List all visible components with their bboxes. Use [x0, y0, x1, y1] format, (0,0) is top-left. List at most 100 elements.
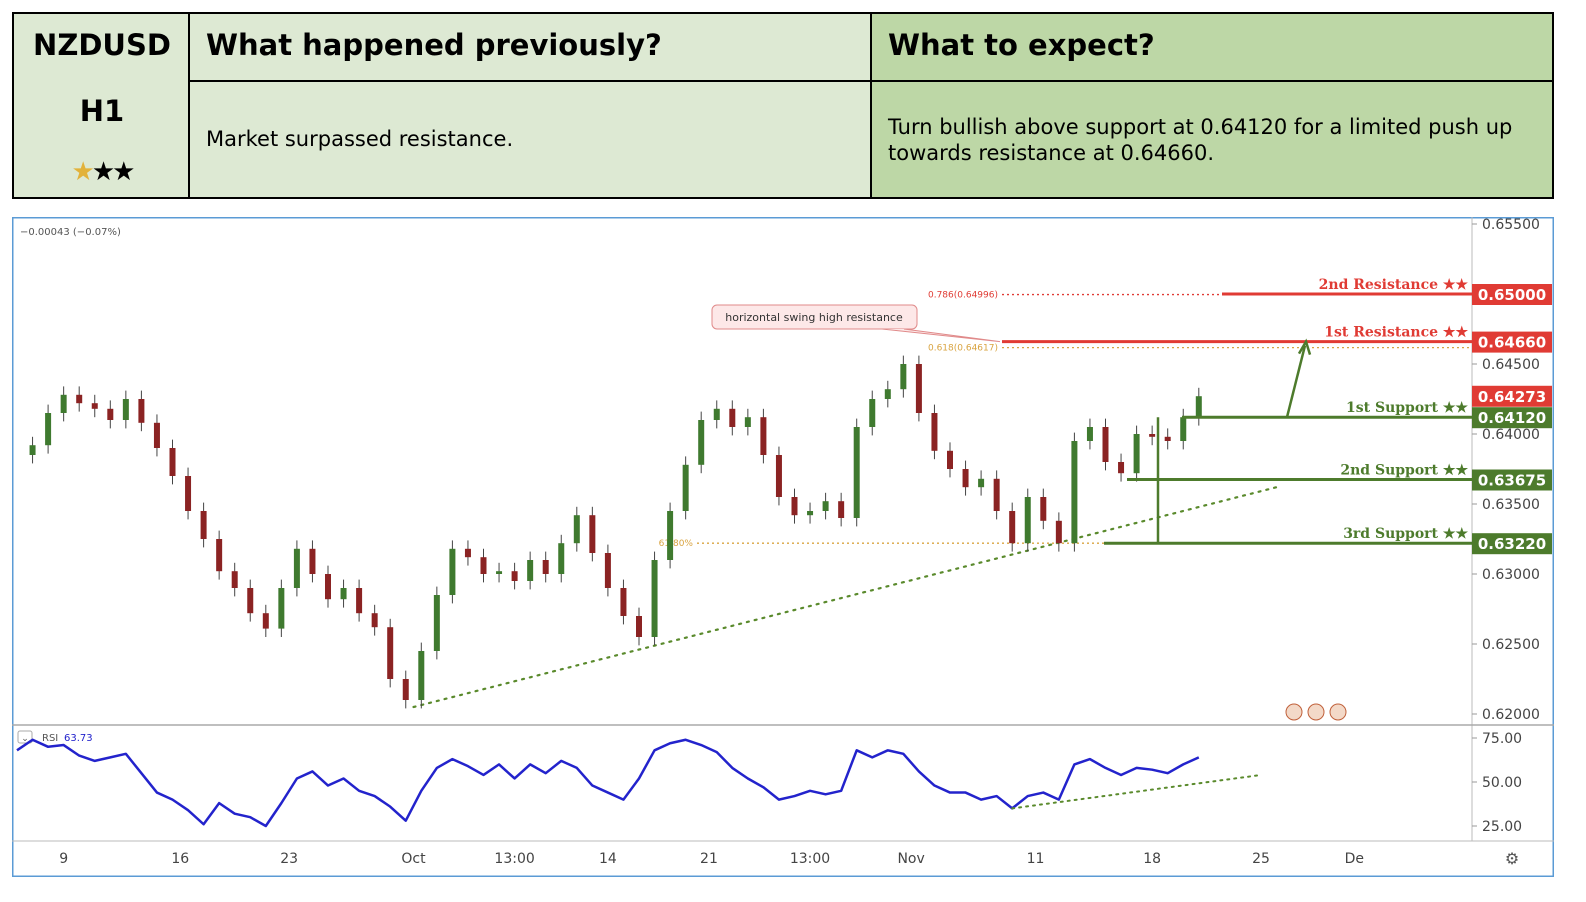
previous-body-cell: Market surpassed resistance. [190, 82, 872, 197]
price-candle [993, 478, 1000, 511]
expect-header-cell: What to expect? [872, 14, 1552, 82]
price-candle [838, 501, 845, 518]
price-candle [309, 548, 316, 574]
symbol-label: NZDUSD [33, 28, 171, 62]
price-candle [1071, 441, 1078, 544]
price-candle [1055, 520, 1062, 544]
price-candle [60, 394, 67, 413]
price-candle [775, 455, 782, 497]
price-candle [247, 588, 254, 614]
price-candle [807, 511, 814, 516]
previous-title: What happened previously? [206, 28, 662, 62]
change-label: −0.00043 (−0.07%) [20, 227, 121, 238]
expect-text: Turn bullish above support at 0.64120 fo… [888, 115, 1513, 165]
price-candle [340, 588, 347, 600]
price-candle [589, 515, 596, 553]
level-name: 1st Support ★★ [1346, 400, 1468, 416]
y-tick-label: 0.62500 [1482, 637, 1540, 653]
price-candle [1086, 427, 1093, 441]
price-candle [293, 548, 300, 588]
price-candle [822, 501, 829, 511]
price-candle [1102, 427, 1109, 462]
fib-level-label: 0.618(0.64617) [928, 344, 998, 354]
price-candle [947, 450, 953, 469]
y-tick-label: 0.64000 [1482, 427, 1540, 443]
event-flag-icon[interactable] [1307, 703, 1325, 721]
x-tick-label: 9 [59, 851, 68, 867]
price-candle [1180, 417, 1187, 441]
price-candle [1149, 434, 1156, 437]
price-candle [604, 553, 611, 588]
rsi-trendline [1011, 773, 1262, 810]
price-candle [760, 417, 767, 455]
price-candle [402, 679, 409, 700]
y-tick-label: 0.62000 [1482, 707, 1540, 723]
level-price-badge [1472, 469, 1552, 491]
level-price-badge [1472, 331, 1552, 353]
y-tick-label: 0.65500 [1482, 217, 1540, 233]
event-flag-icon[interactable] [1285, 703, 1303, 721]
price-candle [231, 571, 238, 588]
x-tick-label: 13:00 [790, 851, 830, 867]
price-candle [962, 469, 969, 488]
price-candle [45, 413, 52, 446]
price-candle [978, 478, 985, 488]
annotation-pointer [881, 328, 1001, 343]
analysis-header-table: NZDUSD H1 ★★★ What happened previously? … [12, 12, 1554, 199]
price-candle [667, 511, 674, 560]
level-price-label: 0.63675 [1478, 472, 1546, 490]
level-name: 2nd Support ★★ [1340, 463, 1468, 479]
price-candle [169, 448, 176, 476]
price-candle [387, 627, 394, 679]
previous-header-cell: What happened previously? [190, 14, 872, 82]
price-candle [869, 399, 876, 427]
chevron-down-icon[interactable]: ⌄ [21, 734, 29, 744]
price-candle [278, 588, 285, 629]
price-candle [107, 408, 114, 420]
star-filled-icon: ★ [71, 157, 95, 187]
price-candle [1118, 462, 1125, 474]
price-candle [1024, 497, 1031, 544]
price-candle [480, 557, 487, 574]
price-chart[interactable]: −0.00043 (−0.07%) 0.65500 0.65000 0.64500 0.… [12, 217, 1554, 877]
star-icon: ★ [91, 157, 115, 187]
settings-gear-icon[interactable]: ⚙ [1505, 849, 1519, 868]
price-candle [713, 408, 720, 420]
rsi-tick-label: 25.00 [1482, 819, 1522, 835]
price-candle [931, 413, 938, 451]
level-name: 3rd Support ★★ [1343, 526, 1468, 542]
price-candle [262, 613, 269, 629]
previous-text: Market surpassed resistance. [206, 127, 514, 151]
rsi-collapse-toggle[interactable] [17, 730, 33, 744]
price-candle [729, 408, 736, 427]
x-tick-label: De [1345, 851, 1364, 867]
price-candle [449, 548, 456, 595]
price-candle [1009, 511, 1016, 544]
x-tick-label: 21 [700, 851, 718, 867]
price-candle [527, 560, 534, 581]
price-candle [138, 399, 145, 423]
price-candle [185, 476, 192, 511]
price-candle [1195, 396, 1202, 418]
symbol-cell: NZDUSD H1 ★★★ [14, 14, 190, 197]
x-tick-label: 14 [599, 851, 617, 867]
fib-level-label: 0.786(0.64996) [928, 291, 998, 301]
price-candle [200, 511, 207, 539]
price-candle [542, 560, 549, 574]
price-candle [29, 445, 36, 455]
current-price-badge [1472, 385, 1552, 407]
price-candle [1133, 434, 1140, 474]
level-name: 2nd Resistance ★★ [1319, 277, 1469, 293]
y-tick-label: 0.64500 [1482, 357, 1540, 373]
y-tick-label: 0.63500 [1482, 497, 1540, 513]
price-candle [651, 560, 658, 637]
price-candle [418, 651, 425, 700]
rsi-value: 63.73 [64, 733, 93, 744]
event-flag-icon[interactable] [1329, 703, 1347, 721]
rsi-label: RSI [42, 733, 58, 744]
x-tick-label: 13:00 [494, 851, 534, 867]
price-candle [153, 422, 160, 448]
x-tick-label: 23 [280, 851, 298, 867]
annotation-text: horizontal swing high resistance [725, 311, 903, 324]
bullish-arrow-shaft [1285, 345, 1307, 418]
